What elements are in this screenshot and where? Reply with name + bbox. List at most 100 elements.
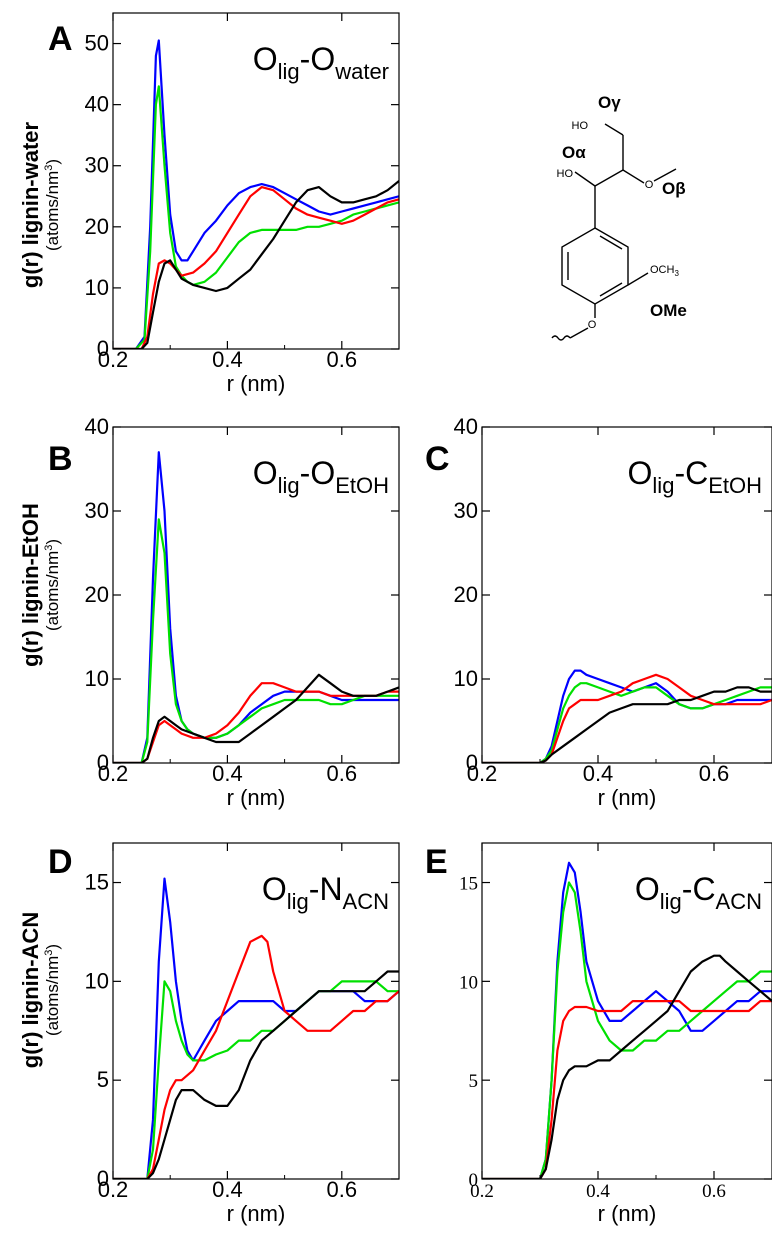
ylabel-sub: (atoms/nm3) xyxy=(43,539,62,631)
y-tick-label: 0 xyxy=(97,336,109,361)
ylabel-main: g(r) lignin-water xyxy=(18,121,43,288)
x-axis-label: r (nm) xyxy=(598,1201,657,1226)
panel-letter: E xyxy=(425,843,448,881)
series-line xyxy=(482,861,772,1179)
x-axis-label: r (nm) xyxy=(227,785,286,810)
ylabel-main: g(r) lignin-ACN xyxy=(18,912,43,1068)
bond xyxy=(627,272,649,286)
label-o-alpha: Oα xyxy=(562,143,586,162)
series-line xyxy=(113,682,399,763)
bond xyxy=(574,171,596,187)
wavy-bond xyxy=(551,335,571,341)
panel-label: Olig-NACN xyxy=(262,871,389,914)
series-line xyxy=(113,39,399,349)
y-tick-label: 10 xyxy=(459,972,478,993)
atom-ho: HO xyxy=(557,168,574,180)
x-tick-label: 0.6 xyxy=(327,1177,358,1202)
series-line xyxy=(113,180,399,349)
x-tick-label: 0.4 xyxy=(586,1181,610,1202)
plot-frame xyxy=(112,842,400,1180)
bond xyxy=(653,168,677,182)
panel-c: 0.2 0.4 0.6 0 10 20 30 40 r (nm) C Olig-CEtOH xyxy=(425,414,772,810)
panel-b: 0.2 0.4 0.6 0 10 20 30 40 r (nm) B Olig-OEtOH xyxy=(48,414,400,810)
ylabel-sub: (atoms/nm3) xyxy=(43,159,62,251)
series-line xyxy=(113,877,399,1179)
y-tick-label: 0 xyxy=(97,750,109,775)
x-tick-label: 0.4 xyxy=(212,761,243,786)
ylabel-lignin-etoh: g(r) lignin-EtOH (atoms/nm3) xyxy=(18,503,62,667)
y-tick-label: 5 xyxy=(469,1071,479,1092)
panel-letter: B xyxy=(48,440,73,478)
panel-label: Olig-CACN xyxy=(635,871,762,914)
y-tick-label: 30 xyxy=(454,498,478,523)
series-line xyxy=(113,934,399,1179)
x-tick-label: 0.2 xyxy=(98,761,129,786)
panel-a: 0.2 0.4 0.6 0 10 20 30 40 50 r (nm) A Olig-Owater xyxy=(48,12,400,396)
atom-ho: HO xyxy=(572,120,589,132)
y-tick-label: 40 xyxy=(454,414,478,439)
x-axis-label: r (nm) xyxy=(598,785,657,810)
y-tick-label: 50 xyxy=(85,31,109,56)
bond xyxy=(569,327,589,339)
panel-letter: D xyxy=(48,843,73,881)
label-ome: OMe xyxy=(650,301,687,320)
series-line xyxy=(113,673,399,763)
y-tick-label: 10 xyxy=(85,275,109,300)
ylabel-lignin-acn: g(r) lignin-ACN (atoms/nm3) xyxy=(18,912,62,1068)
panel-label: Olig-OEtOH xyxy=(253,455,389,498)
y-tick-label: 15 xyxy=(459,874,478,895)
panel-e: 0.2 0.4 0.6 0 5 10 15 r (nm) E Olig-CACN xyxy=(425,842,772,1226)
y-tick-label: 20 xyxy=(85,214,109,239)
y-tick-label: 10 xyxy=(85,666,109,691)
ring-double-bond xyxy=(599,235,623,250)
y-tick-label: 5 xyxy=(97,1067,109,1092)
ylabel-lignin-water: g(r) lignin-water (atoms/nm3) xyxy=(18,121,62,288)
x-tick-label: 0.4 xyxy=(583,761,614,786)
series-line xyxy=(113,518,399,763)
label-o-beta: Oβ xyxy=(662,179,686,198)
ylabel-main: g(r) lignin-EtOH xyxy=(18,503,43,667)
y-tick-label: 40 xyxy=(85,92,109,117)
x-tick-label: 0.2 xyxy=(98,1177,129,1202)
x-tick-label: 0.2 xyxy=(470,1181,494,1202)
y-tick-label: 0 xyxy=(466,750,478,775)
plot-frame xyxy=(481,842,772,1180)
benzene-ring xyxy=(561,227,629,305)
series-line xyxy=(482,1000,772,1179)
y-tick-label: 0 xyxy=(469,1170,479,1191)
panel-label: Olig-CEtOH xyxy=(628,455,762,498)
bond xyxy=(622,169,645,184)
x-tick-label: 0.6 xyxy=(699,761,730,786)
ylabel-sub: (atoms/nm3) xyxy=(43,944,62,1036)
atom-och3: OCH3 xyxy=(650,264,679,278)
plot-frame xyxy=(112,12,400,350)
label-o-gamma: Oγ xyxy=(598,93,621,112)
series-line xyxy=(113,970,399,1179)
y-tick-label: 10 xyxy=(85,968,109,993)
x-tick-label: 0.2 xyxy=(98,347,129,372)
panel-d: 0.2 0.4 0.6 0 5 10 15 r (nm) D Olig-NACN xyxy=(48,842,400,1226)
y-tick-label: 10 xyxy=(454,666,478,691)
y-tick-label: 40 xyxy=(85,414,109,439)
series-line xyxy=(482,669,772,763)
y-tick-label: 20 xyxy=(454,582,478,607)
series-line xyxy=(482,673,772,763)
x-axis-label: r (nm) xyxy=(227,371,286,396)
series-line xyxy=(482,686,772,763)
lignin-structure xyxy=(551,123,677,341)
y-tick-label: 0 xyxy=(97,1166,109,1191)
atom-o: O xyxy=(645,179,654,191)
panel-label: Olig-Owater xyxy=(253,41,389,84)
y-tick-label: 15 xyxy=(85,870,109,895)
series-line xyxy=(113,186,399,349)
x-axis-label: r (nm) xyxy=(227,1201,286,1226)
bond xyxy=(604,123,624,136)
x-tick-label: 0.4 xyxy=(212,347,243,372)
ring-double-bond xyxy=(599,282,623,297)
x-tick-label: 0.6 xyxy=(702,1181,726,1202)
panel-letter: A xyxy=(48,20,73,58)
panel-letter: C xyxy=(425,440,450,478)
series-line xyxy=(113,980,399,1179)
lignin-atoms: HO HO O OCH3 O Oγ Oα Oβ OMe xyxy=(557,93,687,331)
